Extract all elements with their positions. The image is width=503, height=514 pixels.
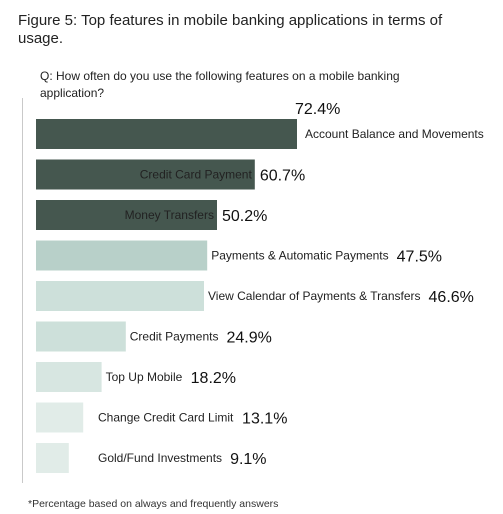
figure-title: Figure 5: Top features in mobile banking… <box>18 12 443 47</box>
bar-7 <box>36 402 84 433</box>
value-label-8: 9.1% <box>230 451 266 468</box>
category-label-1: Credit Card Payment <box>140 168 253 182</box>
value-label-1: 60.7% <box>260 168 305 185</box>
category-label-7: Change Credit Card Limit <box>98 411 234 425</box>
chart-axis-line <box>22 98 23 483</box>
value-label-4: 46.6% <box>429 289 474 306</box>
category-label-5: Credit Payments <box>130 330 219 344</box>
value-label-2: 50.2% <box>222 208 267 225</box>
category-label-8: Gold/Fund Investments <box>98 451 222 465</box>
survey-question: Q: How often do you use the following fe… <box>40 69 400 100</box>
bar-8 <box>36 443 69 473</box>
category-label-0: Account Balance and Movements <box>305 127 484 141</box>
value-label-6: 18.2% <box>191 370 236 387</box>
footnote: *Percentage based on always and frequent… <box>28 498 279 510</box>
value-label-7: 13.1% <box>242 411 287 428</box>
bar-4 <box>36 281 204 311</box>
bar-5 <box>36 321 126 352</box>
bar-1 <box>36 159 255 190</box>
category-label-2: Money Transfers <box>125 208 214 222</box>
value-label-5: 24.9% <box>226 330 271 347</box>
bar-2 <box>36 200 217 230</box>
bar-6 <box>36 362 102 392</box>
bar-3 <box>36 240 208 271</box>
category-label-4: View Calendar of Payments & Transfers <box>208 289 421 303</box>
bar-0 <box>36 119 297 149</box>
value-label-0: 72.4% <box>295 101 340 118</box>
category-label-3: Payments & Automatic Payments <box>211 249 388 263</box>
category-label-6: Top Up Mobile <box>106 370 183 384</box>
value-label-3: 47.5% <box>397 249 442 266</box>
